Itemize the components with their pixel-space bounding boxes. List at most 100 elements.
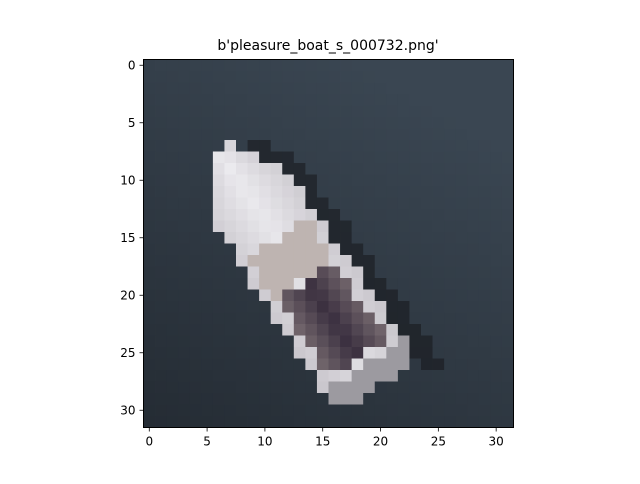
image-pixel (479, 393, 491, 405)
image-pixel (467, 382, 479, 394)
image-pixel (167, 221, 179, 233)
image-pixel (363, 117, 375, 129)
image-pixel (409, 393, 421, 405)
image-pixel (201, 370, 213, 382)
image-pixel (248, 71, 260, 83)
image-pixel (386, 232, 398, 244)
image-pixel (467, 152, 479, 164)
image-pixel (201, 163, 213, 175)
image-pixel (329, 163, 341, 175)
image-pixel (409, 405, 421, 417)
y-tick-label: 20 (120, 288, 135, 302)
image-pixel (190, 186, 202, 198)
image-pixel (282, 209, 294, 221)
image-pixel (305, 60, 317, 72)
image-pixel (224, 175, 236, 187)
image-pixel (490, 106, 502, 118)
image-pixel (444, 393, 456, 405)
image-pixel (213, 244, 225, 256)
image-pixel (375, 370, 387, 382)
image-pixel (329, 416, 341, 428)
image-pixel (386, 359, 398, 371)
image-pixel (167, 301, 179, 313)
image-pixel (456, 267, 468, 279)
image-pixel (271, 324, 283, 336)
image-pixel (502, 106, 514, 118)
image-pixel (224, 347, 236, 359)
image-pixel (224, 313, 236, 325)
image-pixel (398, 198, 410, 210)
image-pixel (502, 163, 514, 175)
image-pixel (155, 232, 167, 244)
image-pixel (352, 163, 364, 175)
image-pixel (282, 232, 294, 244)
image-pixel (421, 140, 433, 152)
image-pixel (282, 83, 294, 95)
image-pixel (190, 71, 202, 83)
image-pixel (271, 370, 283, 382)
image-pixel (213, 232, 225, 244)
image-pixel (352, 209, 364, 221)
image-pixel (201, 140, 213, 152)
image-pixel (248, 209, 260, 221)
image-pixel (294, 163, 306, 175)
image-pixel (201, 117, 213, 129)
image-pixel (201, 290, 213, 302)
image-pixel (409, 301, 421, 313)
image-pixel (329, 324, 341, 336)
image-pixel (144, 290, 156, 302)
image-pixel (144, 140, 156, 152)
image-pixel (490, 152, 502, 164)
image-pixel (386, 290, 398, 302)
image-pixel (213, 313, 225, 325)
image-pixel (224, 152, 236, 164)
image-pixel (155, 221, 167, 233)
image-pixel (386, 382, 398, 394)
image-pixel (305, 140, 317, 152)
image-pixel (259, 370, 271, 382)
image-pixel (167, 106, 179, 118)
image-pixel (155, 324, 167, 336)
image-pixel (259, 232, 271, 244)
image-pixel (467, 255, 479, 267)
image-pixel (213, 382, 225, 394)
image-pixel (155, 416, 167, 428)
image-pixel (398, 393, 410, 405)
image-pixel (248, 405, 260, 417)
image-pixel (363, 405, 375, 417)
image-pixel (490, 416, 502, 428)
image-pixel (178, 221, 190, 233)
image-pixel (398, 60, 410, 72)
image-pixel (386, 71, 398, 83)
image-pixel (490, 290, 502, 302)
image-pixel (201, 382, 213, 394)
image-pixel (178, 347, 190, 359)
image-pixel (479, 209, 491, 221)
image-pixel (294, 83, 306, 95)
image-pixel (155, 198, 167, 210)
image-pixel (398, 106, 410, 118)
image-pixel (398, 186, 410, 198)
image-pixel (305, 313, 317, 325)
image-pixel (305, 71, 317, 83)
image-pixel (236, 163, 248, 175)
image-pixel (340, 71, 352, 83)
image-pixel (305, 336, 317, 348)
image-pixel (282, 94, 294, 106)
image-pixel (409, 267, 421, 279)
image-pixel (201, 244, 213, 256)
image-pixel (224, 117, 236, 129)
image-pixel (317, 382, 329, 394)
image-pixel (479, 416, 491, 428)
image-pixel (167, 94, 179, 106)
image-pixel (282, 175, 294, 187)
image-pixel (236, 359, 248, 371)
image-pixel (224, 232, 236, 244)
image-pixel (398, 313, 410, 325)
image-pixel (294, 117, 306, 129)
image-pixel (490, 347, 502, 359)
image-pixel (398, 324, 410, 336)
image-pixel (456, 60, 468, 72)
image-pixel (444, 301, 456, 313)
image-pixel (363, 359, 375, 371)
